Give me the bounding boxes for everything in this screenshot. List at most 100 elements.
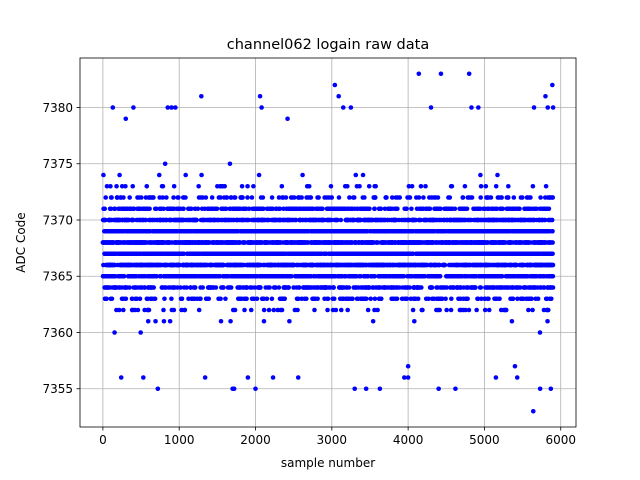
data-point — [223, 206, 229, 212]
data-point — [325, 296, 331, 302]
data-point — [366, 285, 372, 290]
data-point — [153, 318, 158, 324]
data-point — [232, 195, 238, 200]
data-point — [407, 285, 412, 290]
data-point — [279, 183, 285, 189]
data-point — [360, 172, 366, 178]
data-point — [121, 273, 127, 279]
data-point — [372, 206, 377, 212]
data-point — [421, 195, 426, 200]
data-point — [418, 183, 424, 189]
data-point — [221, 285, 226, 290]
data-point — [161, 206, 166, 212]
data-point — [102, 206, 108, 212]
data-point — [162, 296, 167, 302]
data-point — [161, 318, 167, 324]
data-point — [224, 195, 230, 200]
data-point — [119, 183, 125, 189]
data-point — [138, 195, 144, 200]
data-point — [160, 183, 166, 189]
data-point — [410, 307, 416, 313]
data-point — [228, 195, 234, 200]
data-point — [329, 217, 334, 223]
data-point — [443, 296, 448, 302]
data-point — [407, 195, 413, 200]
data-points — [100, 71, 556, 414]
data-point — [117, 307, 122, 313]
data-point — [315, 296, 320, 302]
data-point — [437, 307, 442, 313]
data-point — [320, 206, 325, 212]
data-point — [144, 183, 150, 189]
data-point — [271, 307, 277, 313]
data-point — [397, 285, 402, 290]
data-point — [331, 296, 337, 302]
data-point — [345, 183, 350, 189]
data-point — [477, 206, 483, 212]
data-point — [338, 217, 344, 223]
data-point — [416, 195, 422, 200]
data-point — [254, 296, 260, 302]
data-point — [350, 296, 355, 302]
data-point — [351, 195, 357, 200]
data-point — [200, 285, 205, 290]
data-point — [478, 195, 483, 200]
data-point — [412, 318, 417, 324]
data-point — [246, 217, 251, 223]
data-point — [329, 195, 335, 200]
data-point — [221, 262, 226, 268]
data-point — [276, 195, 282, 200]
data-point — [244, 296, 249, 302]
data-point — [104, 183, 110, 189]
data-point — [214, 206, 220, 212]
data-point — [195, 206, 201, 212]
data-point — [462, 183, 468, 189]
data-point — [164, 195, 169, 200]
data-point — [242, 307, 247, 313]
data-point — [442, 262, 448, 268]
data-point — [449, 296, 454, 302]
data-point — [296, 285, 302, 290]
data-point — [435, 195, 441, 200]
data-point — [109, 296, 115, 302]
data-point — [401, 273, 407, 279]
data-point — [151, 195, 156, 200]
data-point — [316, 195, 321, 200]
data-point — [384, 195, 389, 200]
data-point — [183, 172, 188, 178]
data-point — [300, 172, 305, 178]
data-point — [108, 183, 113, 189]
data-point — [117, 172, 122, 178]
data-point — [358, 273, 363, 279]
data-point — [366, 183, 372, 189]
data-point — [372, 195, 378, 200]
data-point — [460, 195, 466, 200]
data-point — [260, 195, 266, 200]
data-point — [469, 195, 475, 200]
data-point — [161, 307, 166, 313]
data-point — [143, 217, 149, 223]
data-point — [270, 206, 276, 212]
data-point — [287, 318, 292, 324]
data-point — [203, 195, 209, 200]
data-point — [196, 307, 202, 313]
data-point — [145, 318, 151, 324]
data-point — [291, 195, 297, 200]
data-point — [154, 273, 159, 279]
data-point — [137, 296, 143, 302]
data-point — [378, 206, 384, 212]
data-point — [222, 183, 227, 189]
data-point — [123, 183, 128, 189]
data-point — [121, 307, 126, 313]
data-point — [420, 307, 425, 313]
data-point — [260, 206, 266, 212]
data-point — [276, 285, 282, 290]
data-point — [129, 296, 135, 302]
data-point — [423, 183, 428, 189]
data-point — [131, 206, 137, 212]
data-point — [465, 296, 470, 302]
data-point — [103, 195, 109, 200]
data-point — [362, 195, 367, 200]
data-point — [452, 206, 458, 212]
data-point — [439, 296, 445, 302]
